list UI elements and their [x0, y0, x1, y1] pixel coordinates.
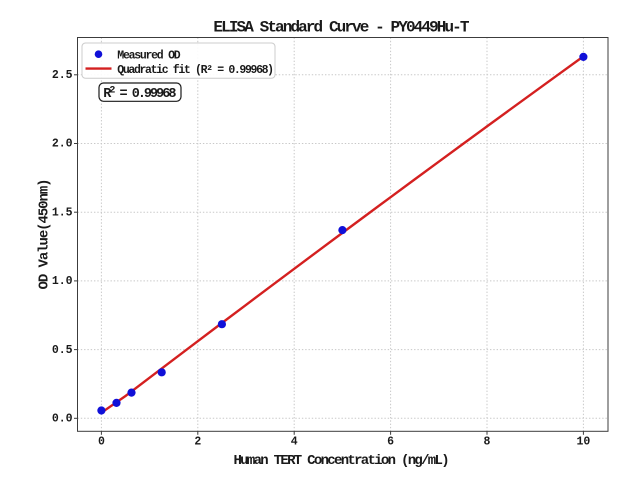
svg-text:Measured OD: Measured OD: [117, 49, 180, 62]
svg-text:2.0: 2.0: [52, 138, 73, 151]
svg-text:ELISA Standard Curve - PY0449H: ELISA Standard Curve - PY0449Hu-T: [213, 19, 469, 37]
svg-text:Quadratic fit (R² = 0.99968): Quadratic fit (R² = 0.99968): [117, 64, 272, 77]
svg-text:2: 2: [194, 436, 201, 449]
svg-text:2.5: 2.5: [52, 69, 73, 82]
svg-text:R2 = 0.99968: R2 = 0.99968: [103, 86, 176, 102]
svg-text:Human TERT Concentration (ng/m: Human TERT Concentration (ng/mL): [233, 453, 448, 469]
svg-text:6: 6: [387, 436, 394, 449]
svg-text:4: 4: [291, 436, 298, 449]
svg-text:8: 8: [484, 436, 491, 449]
svg-text:10: 10: [576, 436, 590, 449]
svg-text:0.5: 0.5: [52, 344, 73, 357]
svg-text:0: 0: [98, 436, 105, 449]
svg-text:OD Value(450nm): OD Value(450nm): [37, 180, 53, 290]
svg-text:0.0: 0.0: [52, 413, 73, 426]
svg-text:1.5: 1.5: [52, 206, 73, 219]
svg-text:1.0: 1.0: [52, 275, 73, 288]
